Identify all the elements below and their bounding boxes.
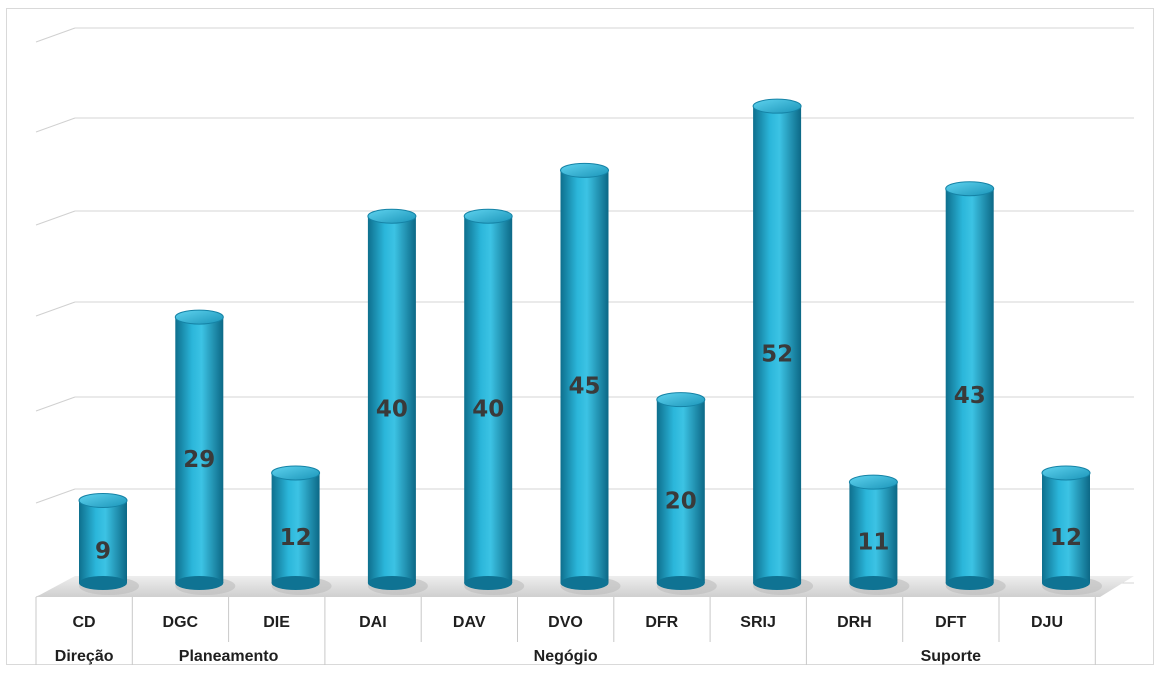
data-label-DFR: 20 [665,488,697,514]
bar-base [656,576,705,590]
data-label-CD: 9 [95,539,111,565]
bar-cap [945,181,995,197]
bar-DAI: 40 [367,208,428,595]
bar-body [464,216,513,583]
gridline-depth [35,488,76,504]
bar-base [175,576,224,590]
data-label-DAI: 40 [376,397,408,423]
bar-body [1042,472,1090,583]
bar-DRH: 11 [848,474,910,595]
gridline-depth [35,301,76,317]
bar-cap [174,309,224,325]
tick-label-DVO: DVO [548,614,583,631]
bar-base [753,576,802,590]
bar-base [560,576,609,590]
bar-DJU: 12 [1041,465,1102,595]
bar-DAV: 40 [463,208,525,595]
tick-label-DFR: DFR [645,614,678,631]
chart-frame [6,8,1154,665]
bar-base [367,576,416,590]
bar-body [271,472,320,583]
data-label-DGC: 29 [183,447,215,473]
gridline-depth [35,27,76,43]
bar-cap [848,474,898,490]
bar-body [945,188,994,583]
bar-base [464,576,513,590]
gridline-depth [35,396,76,412]
bar-cap [1041,465,1091,481]
bar-body [849,482,898,583]
bar-body [560,170,609,583]
bar-DIE: 12 [271,465,332,595]
bar-body [753,106,802,583]
gridline-depth [35,117,76,133]
bar-body [656,399,705,583]
tick-label-CD: CD [72,614,95,631]
tick-label-DGC: DGC [163,614,199,631]
bar-cap [78,492,128,508]
bar-cap [367,208,417,224]
bar-cap [271,465,321,481]
tick-label-DJU: DJU [1031,614,1063,631]
bar-base [849,576,898,590]
tick-label-DAI: DAI [359,614,387,631]
bar-cap [560,162,609,178]
bar-DFR: 20 [656,392,717,595]
gridline-depth [35,210,76,226]
bar-SRIJ: 52 [752,98,814,595]
bar-DFT: 43 [945,181,1006,595]
bar-base [79,576,127,590]
data-label-DVO: 45 [568,374,600,400]
bar-cap [463,208,513,224]
bar-base [271,576,320,590]
bar-body [367,216,416,583]
bar-body [79,500,127,583]
category-table: CD DGC DIE DAI DAV DVO DFR SRIJ DRH DFT DJU Direção… [35,597,1096,665]
tick-label-SRIJ: SRIJ [740,614,776,631]
bars: 9 29 12 40 40 45 20 52 11 43 12 [78,98,1102,595]
bar-base [1042,576,1090,590]
group-label-Suporte: Suporte [921,648,982,665]
data-label-DIE: 12 [280,525,312,551]
group-label-Negógio: Negógio [534,648,598,665]
tick-label-DAV: DAV [453,614,486,631]
bar-body [175,317,224,583]
data-label-SRIJ: 52 [761,342,793,368]
data-label-DFT: 43 [954,383,986,409]
group-label-Planeamento: Planeamento [179,648,279,665]
bar-CD: 9 [78,492,139,595]
bar-cap [656,392,706,408]
group-label-Direção: Direção [55,648,114,665]
bar-DGC: 29 [174,309,236,595]
bar-cap [752,98,802,114]
data-label-DJU: 12 [1050,525,1082,551]
data-label-DAV: 40 [472,397,504,423]
tick-label-DFT: DFT [935,614,966,631]
tick-label-DRH: DRH [837,614,872,631]
tick-label-DIE: DIE [263,614,290,631]
bar-DVO: 45 [560,162,621,595]
data-label-DRH: 11 [857,530,889,556]
bar-base [945,576,994,590]
